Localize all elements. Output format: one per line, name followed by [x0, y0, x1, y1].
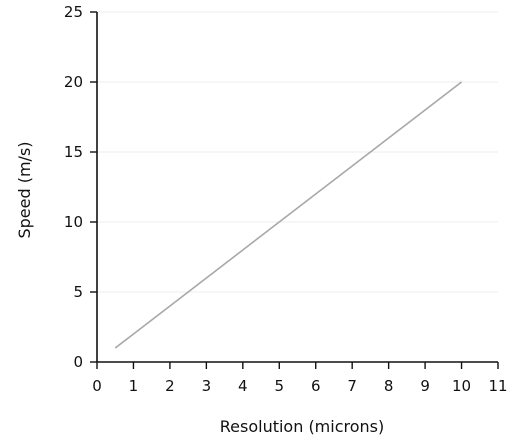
- y-tick-label: 20: [64, 73, 83, 91]
- x-tick-label: 5: [274, 377, 284, 395]
- x-tick-label: 4: [238, 377, 248, 395]
- axes: [96, 12, 498, 363]
- y-axis-title: Speed (m/s): [15, 141, 34, 238]
- y-tick-label: 10: [64, 213, 83, 231]
- x-tick-label: 7: [347, 377, 357, 395]
- x-tick-label: 3: [202, 377, 212, 395]
- x-axis-title: Resolution (microns): [220, 417, 385, 436]
- x-tick-label: 8: [384, 377, 394, 395]
- gridlines: [97, 11, 498, 293]
- y-axis-ticks: 0 5 10 15 20 25: [64, 3, 97, 371]
- x-tick-label: 6: [311, 377, 321, 395]
- x-tick-label: 11: [488, 377, 507, 395]
- x-tick-label: 2: [165, 377, 175, 395]
- x-tick-label: 9: [420, 377, 430, 395]
- series-group: [114, 81, 463, 349]
- series-line: [114, 81, 463, 349]
- y-tick-label: 0: [73, 353, 83, 371]
- y-tick-label: 25: [64, 3, 83, 21]
- x-tick-label: 10: [452, 377, 471, 395]
- x-tick-label: 1: [129, 377, 139, 395]
- x-axis-ticks: 0 1 2 3 4 5 6 7 8 9 10 11: [92, 362, 508, 395]
- y-tick-label: 5: [73, 283, 83, 301]
- y-tick-label: 15: [64, 143, 83, 161]
- x-tick-label: 0: [92, 377, 102, 395]
